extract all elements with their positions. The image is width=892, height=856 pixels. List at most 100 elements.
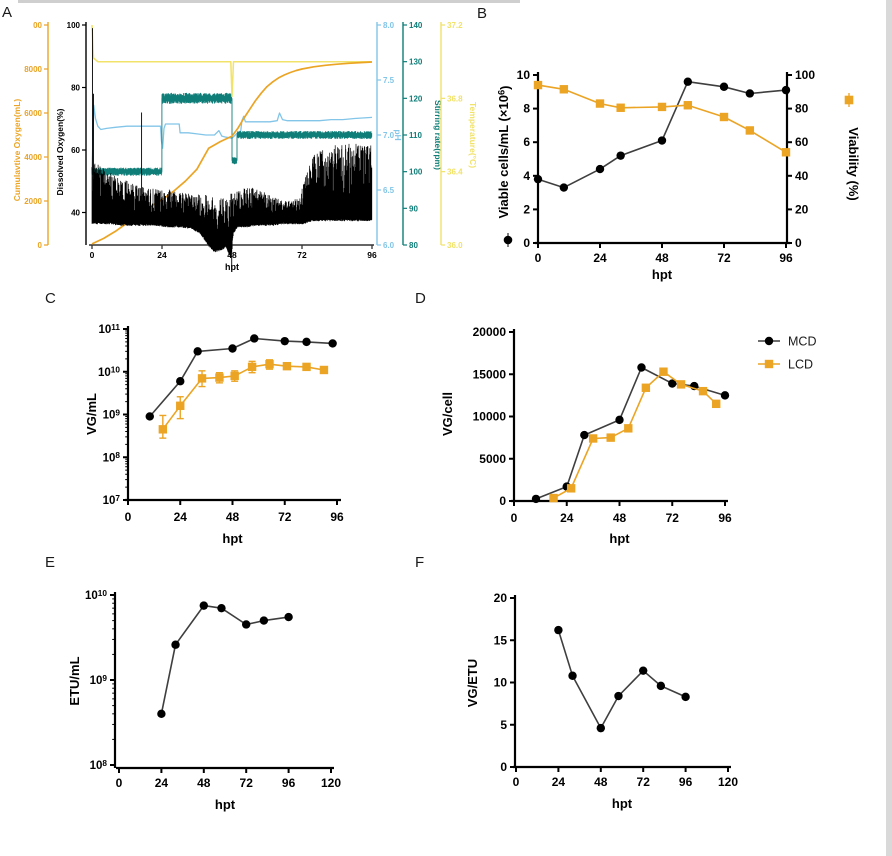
svg-text:1011: 1011 bbox=[98, 323, 120, 336]
svg-text:8000: 8000 bbox=[24, 65, 42, 74]
page-edge-top bbox=[18, 0, 520, 3]
svg-text:107: 107 bbox=[103, 494, 121, 507]
svg-text:36.8: 36.8 bbox=[447, 94, 463, 103]
svg-text:100: 100 bbox=[67, 21, 81, 30]
svg-text:90: 90 bbox=[409, 204, 418, 213]
svg-text:36.0: 36.0 bbox=[447, 241, 463, 250]
svg-text:8.0: 8.0 bbox=[383, 21, 395, 30]
svg-text:80: 80 bbox=[795, 102, 809, 116]
svg-text:Stirring rate(rpm): Stirring rate(rpm) bbox=[433, 100, 443, 170]
panel-label-b: B bbox=[477, 5, 488, 22]
svg-text:72: 72 bbox=[297, 250, 307, 260]
svg-text:00: 00 bbox=[33, 21, 42, 30]
panel-e-chart: 108 109 1010 ETU/mL 0 24 48 72 96 120 hpt bbox=[67, 589, 341, 812]
svg-text:100: 100 bbox=[795, 68, 815, 82]
svg-text:hpt: hpt bbox=[652, 267, 673, 282]
svg-text:VG/mL: VG/mL bbox=[84, 393, 99, 435]
svg-text:1010: 1010 bbox=[98, 366, 120, 379]
svg-text:hpt: hpt bbox=[612, 796, 633, 811]
svg-text:Viable cells/mL (×106): Viable cells/mL (×106) bbox=[496, 85, 512, 218]
svg-text:48: 48 bbox=[226, 510, 240, 524]
svg-text:40: 40 bbox=[795, 169, 809, 183]
svg-text:15000: 15000 bbox=[473, 367, 507, 381]
svg-text:6.5: 6.5 bbox=[383, 186, 395, 195]
panel-d-chart: 0 5000 10000 15000 20000 VG/cell 0 24 48 72 96 hpt M… bbox=[440, 325, 816, 546]
svg-text:0: 0 bbox=[499, 494, 506, 508]
svg-text:5000: 5000 bbox=[479, 452, 506, 466]
svg-text:0: 0 bbox=[535, 251, 542, 265]
svg-text:LCD: LCD bbox=[788, 358, 813, 372]
svg-text:109: 109 bbox=[90, 674, 108, 687]
svg-text:20: 20 bbox=[795, 202, 809, 216]
svg-text:24: 24 bbox=[552, 775, 566, 789]
svg-text:72: 72 bbox=[240, 776, 254, 790]
svg-text:0: 0 bbox=[90, 250, 95, 260]
svg-text:96: 96 bbox=[718, 511, 732, 525]
svg-text:60: 60 bbox=[71, 146, 80, 155]
svg-text:110: 110 bbox=[409, 131, 422, 140]
svg-text:0: 0 bbox=[795, 236, 802, 250]
svg-text:Viability (%): Viability (%) bbox=[846, 127, 861, 200]
svg-text:96: 96 bbox=[679, 775, 693, 789]
svg-text:0: 0 bbox=[500, 760, 507, 774]
svg-text:72: 72 bbox=[666, 511, 680, 525]
panel-label-f: F bbox=[415, 554, 425, 571]
svg-text:80: 80 bbox=[409, 241, 418, 250]
svg-text:96: 96 bbox=[779, 251, 793, 265]
svg-text:37.2: 37.2 bbox=[447, 21, 463, 30]
svg-text:Cumulavtive Oxygen(mL): Cumulavtive Oxygen(mL) bbox=[12, 99, 22, 202]
panel-c-chart: 107 108 109 1010 1011 VG/mL 0 24 48 72 96 hpt bbox=[84, 323, 344, 546]
svg-text:4: 4 bbox=[523, 169, 530, 183]
svg-text:48: 48 bbox=[655, 251, 669, 265]
svg-text:48: 48 bbox=[613, 511, 627, 525]
svg-text:72: 72 bbox=[278, 510, 292, 524]
svg-text:10000: 10000 bbox=[473, 410, 507, 424]
svg-text:MCD: MCD bbox=[788, 335, 816, 349]
svg-text:10: 10 bbox=[494, 676, 508, 690]
svg-text:Temperature(°C): Temperature(°C) bbox=[468, 102, 478, 168]
svg-text:36.4: 36.4 bbox=[447, 168, 463, 177]
svg-text:24: 24 bbox=[157, 250, 167, 260]
svg-text:0: 0 bbox=[116, 776, 123, 790]
panel-label-a: A bbox=[2, 4, 13, 21]
svg-text:ETU/mL: ETU/mL bbox=[67, 656, 82, 705]
svg-text:0: 0 bbox=[523, 236, 530, 250]
panel-f-chart: 0 5 10 15 20 VG/ETU 0 24 48 72 96 120 hpt bbox=[465, 591, 738, 811]
svg-text:72: 72 bbox=[637, 775, 651, 789]
svg-text:VG/cell: VG/cell bbox=[440, 392, 455, 436]
svg-text:Dissolved Oxygen(%): Dissolved Oxygen(%) bbox=[55, 108, 65, 195]
svg-text:VG/ETU: VG/ETU bbox=[465, 659, 480, 707]
svg-text:2000: 2000 bbox=[24, 197, 42, 206]
svg-text:0: 0 bbox=[513, 775, 520, 789]
svg-text:hpt: hpt bbox=[215, 797, 236, 812]
svg-text:48: 48 bbox=[197, 776, 211, 790]
svg-text:108: 108 bbox=[90, 759, 108, 772]
svg-text:24: 24 bbox=[155, 776, 169, 790]
svg-text:15: 15 bbox=[494, 633, 508, 647]
svg-text:80: 80 bbox=[71, 84, 80, 93]
svg-text:96: 96 bbox=[367, 250, 377, 260]
svg-text:0: 0 bbox=[511, 511, 518, 525]
svg-text:24: 24 bbox=[174, 510, 188, 524]
svg-text:6: 6 bbox=[523, 135, 530, 149]
svg-text:hpt: hpt bbox=[609, 531, 630, 546]
svg-text:60: 60 bbox=[795, 135, 809, 149]
svg-text:48: 48 bbox=[594, 775, 608, 789]
svg-text:24: 24 bbox=[560, 511, 574, 525]
svg-text:130: 130 bbox=[409, 58, 423, 67]
svg-text:140: 140 bbox=[409, 21, 423, 30]
svg-text:100: 100 bbox=[409, 168, 423, 177]
svg-text:5: 5 bbox=[500, 718, 507, 732]
svg-text:6.0: 6.0 bbox=[383, 241, 395, 250]
svg-text:4000: 4000 bbox=[24, 153, 42, 162]
svg-text:7.0: 7.0 bbox=[383, 131, 395, 140]
svg-text:pH: pH bbox=[393, 129, 403, 140]
svg-text:7.5: 7.5 bbox=[383, 76, 395, 85]
svg-text:10: 10 bbox=[517, 68, 531, 82]
panel-label-c: C bbox=[45, 290, 56, 307]
svg-text:72: 72 bbox=[717, 251, 731, 265]
svg-text:8: 8 bbox=[523, 102, 530, 116]
